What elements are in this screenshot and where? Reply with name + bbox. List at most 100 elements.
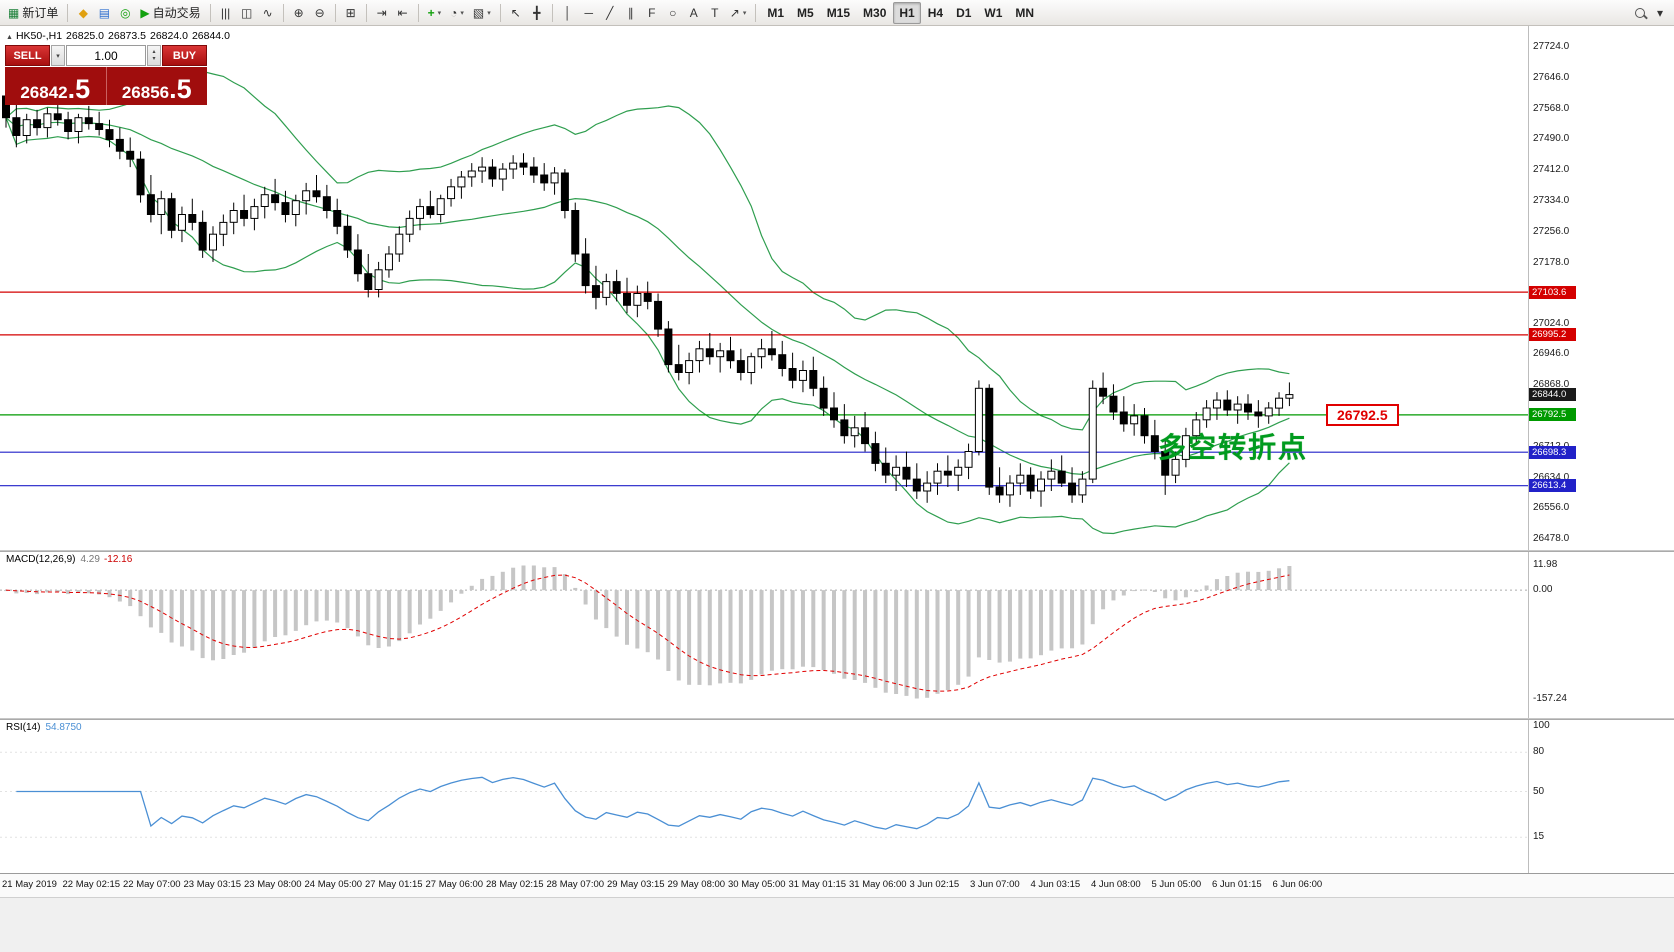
- timeframe-m1[interactable]: M1: [761, 2, 790, 24]
- sell-price-frac: .5: [67, 74, 91, 104]
- auto-scroll-button[interactable]: ⇥: [372, 2, 392, 24]
- time-axis[interactable]: 21 May 2019 22 May 02:15 22 May 07:00 23 Ma…: [0, 873, 1674, 897]
- market-watch-icon[interactable]: ▤: [94, 2, 114, 24]
- arrows-button[interactable]: ↗ ▾: [726, 2, 751, 24]
- candlestick-chart-button[interactable]: ◫: [237, 2, 257, 24]
- fibonacci-button[interactable]: F: [642, 2, 662, 24]
- ohlc-close: 26844.0: [191, 30, 230, 42]
- autotrading-button[interactable]: ▶ 自动交易: [136, 2, 204, 24]
- toolbar-more-icon[interactable]: ▾: [1650, 2, 1670, 24]
- arrows-button-dropdown[interactable]: ▾: [742, 9, 747, 17]
- horizontal-line-button[interactable]: ─: [579, 2, 599, 24]
- chart-shift-button-glyph: ⇤: [397, 5, 408, 20]
- search-icon[interactable]: [1630, 2, 1650, 24]
- panel-divider[interactable]: [0, 718, 1674, 720]
- charts-toggle-icon[interactable]: ◆: [73, 2, 93, 24]
- vertical-line-button[interactable]: │: [558, 2, 578, 24]
- spinner-up-icon[interactable]: ▴: [152, 48, 156, 55]
- price-marker-27103.6: 27103.6: [1529, 285, 1576, 299]
- price-chart-canvas[interactable]: [0, 26, 1674, 550]
- line-chart-button[interactable]: ∿: [258, 2, 278, 24]
- indicators-button[interactable]: + ▾: [424, 2, 446, 24]
- rsi-scale[interactable]: 100 80 50 15: [1528, 720, 1674, 873]
- time-label: 4 Jun 08:00: [1091, 879, 1141, 890]
- volume-input[interactable]: [66, 45, 146, 66]
- rsi-canvas[interactable]: [0, 720, 1674, 873]
- price-tick: 27724.0: [1533, 41, 1570, 52]
- bollinger-upper-line[interactable]: [5, 70, 1290, 431]
- shapes-button[interactable]: ○: [663, 2, 683, 24]
- panel-divider[interactable]: [0, 550, 1674, 552]
- time-label: 30 May 05:00: [728, 879, 786, 890]
- trade-options-dropdown[interactable]: ▾: [51, 45, 65, 66]
- new-order-button-glyph: ▦: [8, 5, 20, 20]
- buy-price[interactable]: 26856.5: [107, 67, 208, 105]
- cursor-button[interactable]: ↖: [506, 2, 526, 24]
- hline-price-label[interactable]: 26792.5: [1326, 404, 1399, 426]
- toolbar-separator: [499, 3, 501, 22]
- timeframe-m30[interactable]: M30: [857, 2, 892, 24]
- macd-scale[interactable]: 11.98 0.00 -157.24: [1528, 552, 1674, 718]
- templates-button-dropdown[interactable]: ▾: [487, 9, 491, 17]
- shapes-button-glyph: ○: [669, 5, 677, 20]
- chart-collapse-icon[interactable]: ▲: [6, 34, 13, 41]
- trendline-button[interactable]: ╱: [600, 2, 620, 24]
- templates-button[interactable]: ▧ ▾: [469, 2, 495, 24]
- bollinger-lower-line[interactable]: [5, 117, 1290, 535]
- price-tick: 26478.0: [1533, 533, 1570, 545]
- bollinger-middle-line[interactable]: [5, 117, 1290, 476]
- candles-group[interactable]: [2, 80, 1294, 507]
- channel-button[interactable]: ∥: [621, 2, 641, 24]
- new-order-button[interactable]: ▦ 新订单: [4, 2, 62, 24]
- sell-button[interactable]: SELL: [5, 45, 50, 66]
- ohlc-open: 26825.0: [66, 30, 105, 42]
- rsi-panel[interactable]: RSI(14) 54.8750 100 80 50 15: [0, 720, 1674, 873]
- navigator-icon[interactable]: ◎: [115, 2, 135, 24]
- price-tick: 27024.0: [1533, 317, 1570, 329]
- new-order-button-label: 新订单: [22, 6, 59, 20]
- periods-button-dropdown[interactable]: ▾: [460, 9, 464, 17]
- zoom-out-button-glyph: ⊖: [314, 5, 325, 20]
- tile-windows-button[interactable]: ⊞: [341, 2, 361, 24]
- timeframe-m15[interactable]: M15: [821, 2, 856, 24]
- text-button[interactable]: A: [684, 2, 704, 24]
- timeframe-mn[interactable]: MN: [1009, 2, 1040, 24]
- time-label: 6 Jun 06:00: [1272, 879, 1323, 890]
- zoom-in-button[interactable]: ⊕: [289, 2, 309, 24]
- timeframe-h4[interactable]: H4: [922, 2, 949, 24]
- price-tick: 27412.0: [1533, 164, 1570, 176]
- text-label-button-glyph: T: [711, 5, 719, 20]
- macd-canvas[interactable]: [0, 552, 1674, 718]
- macd-panel[interactable]: MACD(12,26,9) 4.29 -12.16 11.98 0.00 -157.24: [0, 552, 1674, 718]
- text-button-glyph: A: [689, 5, 698, 20]
- zoom-out-button[interactable]: ⊖: [310, 2, 330, 24]
- time-label: 21 May 2019: [2, 879, 57, 890]
- timeframe-w1[interactable]: W1: [978, 2, 1008, 24]
- price-marker-26995.2: 26995.2: [1529, 328, 1576, 342]
- price-tick: 27568.0: [1533, 102, 1570, 114]
- toolbar-separator: [282, 3, 284, 22]
- ohlc-high: 26873.5: [108, 30, 146, 42]
- timeframe-d1[interactable]: D1: [950, 2, 977, 24]
- price-scale[interactable]: 27724.0 27646.0 27568.0 27490.0 27412.0 27334…: [1528, 26, 1674, 550]
- chart-shift-button[interactable]: ⇤: [393, 2, 413, 24]
- toolbar-separator: [209, 3, 211, 22]
- price-tick: 26946.0: [1533, 348, 1570, 360]
- crosshair-button[interactable]: ╋: [527, 2, 547, 24]
- sell-price[interactable]: 26842.5: [5, 67, 107, 105]
- text-label-button[interactable]: T: [705, 2, 725, 24]
- timeframe-h1[interactable]: H1: [893, 1, 921, 24]
- buy-button[interactable]: BUY: [162, 45, 207, 66]
- volume-stepper[interactable]: ▴ ▾: [147, 45, 161, 66]
- bar-chart-button[interactable]: |||: [216, 2, 236, 24]
- spinner-down-icon[interactable]: ▾: [152, 55, 156, 62]
- timeframe-m5[interactable]: M5: [791, 2, 820, 24]
- line-chart-button-glyph: ∿: [262, 5, 273, 20]
- time-label: 3 Jun 07:00: [970, 879, 1020, 890]
- time-label: 28 May 07:00: [546, 879, 605, 890]
- main-chart-panel[interactable]: ▲ HK50-,H1 26825.0 26873.5 26824.0 26844.0 SE…: [0, 26, 1674, 550]
- periods-button[interactable]: ◔ ▾: [446, 2, 468, 24]
- price-tick: 26556.0: [1533, 502, 1570, 514]
- indicators-button-dropdown[interactable]: ▾: [437, 9, 442, 17]
- auto-scroll-button-glyph: ⇥: [376, 5, 387, 20]
